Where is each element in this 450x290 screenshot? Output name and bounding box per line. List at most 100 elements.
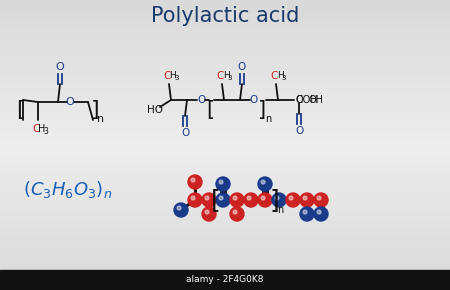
Bar: [0, 33, 450, 34]
Bar: [0, 171, 450, 172]
Bar: [0, 266, 450, 267]
Bar: [0, 128, 450, 129]
Bar: [0, 122, 450, 123]
Bar: [0, 126, 450, 127]
Bar: [0, 88, 450, 89]
Text: H: H: [170, 72, 176, 81]
Bar: [0, 158, 450, 159]
Bar: [0, 223, 450, 224]
Text: H: H: [277, 72, 284, 81]
Circle shape: [188, 175, 202, 189]
Bar: [0, 23, 450, 24]
Bar: [0, 201, 450, 202]
Text: O: O: [197, 95, 205, 105]
Bar: [0, 183, 450, 184]
Circle shape: [174, 203, 188, 217]
Bar: [0, 81, 450, 82]
Circle shape: [216, 193, 230, 207]
Bar: [0, 190, 450, 191]
Bar: [0, 280, 450, 281]
Bar: [0, 243, 450, 244]
Bar: [0, 17, 450, 18]
Circle shape: [303, 210, 307, 214]
Bar: [0, 97, 450, 98]
Bar: [0, 230, 450, 231]
Bar: [0, 234, 450, 235]
Bar: [0, 135, 450, 136]
Bar: [0, 258, 450, 259]
Bar: [0, 259, 450, 260]
Bar: [0, 192, 450, 193]
Bar: [0, 141, 450, 142]
Circle shape: [205, 210, 209, 214]
Bar: [0, 63, 450, 64]
Bar: [0, 263, 450, 264]
Bar: [0, 123, 450, 124]
Bar: [0, 131, 450, 132]
Bar: [0, 210, 450, 211]
Bar: [0, 85, 450, 86]
Bar: [0, 255, 450, 256]
Bar: [0, 13, 450, 14]
Bar: [0, 145, 450, 146]
Text: OOH: OOH: [296, 95, 318, 105]
Bar: [0, 197, 450, 198]
Bar: [0, 225, 450, 226]
Text: n: n: [98, 114, 104, 124]
Bar: [0, 26, 450, 27]
Bar: [0, 282, 450, 283]
Circle shape: [188, 193, 202, 207]
Bar: [0, 154, 450, 155]
Circle shape: [317, 196, 321, 200]
Bar: [0, 164, 450, 165]
Bar: [0, 79, 450, 80]
Bar: [0, 80, 450, 81]
Bar: [0, 116, 450, 117]
Bar: [0, 165, 450, 166]
Bar: [0, 0, 450, 1]
Bar: [0, 70, 450, 71]
Bar: [0, 115, 450, 116]
Bar: [0, 244, 450, 245]
Bar: [0, 216, 450, 217]
Bar: [0, 187, 450, 188]
Bar: [0, 142, 450, 143]
Bar: [0, 103, 450, 104]
Bar: [0, 269, 450, 270]
Bar: [0, 247, 450, 248]
Bar: [0, 102, 450, 103]
Text: $(C_3H_6O_3)_n$: $(C_3H_6O_3)_n$: [23, 180, 112, 200]
Bar: [0, 287, 450, 288]
Bar: [0, 36, 450, 37]
Bar: [0, 117, 450, 118]
Bar: [0, 178, 450, 179]
Bar: [0, 98, 450, 99]
Bar: [0, 110, 450, 111]
Bar: [0, 124, 450, 125]
Bar: [0, 248, 450, 249]
Bar: [0, 166, 450, 167]
Bar: [0, 87, 450, 88]
Bar: [0, 24, 450, 25]
Bar: [0, 106, 450, 107]
Text: O: O: [250, 95, 258, 105]
Bar: [0, 100, 450, 101]
Bar: [0, 62, 450, 63]
Bar: [0, 84, 450, 85]
Bar: [0, 121, 450, 122]
Bar: [0, 200, 450, 201]
Bar: [0, 86, 450, 87]
Bar: [0, 159, 450, 160]
Bar: [0, 1, 450, 2]
Bar: [0, 72, 450, 73]
Text: ]: ]: [91, 100, 99, 120]
Bar: [0, 257, 450, 258]
Bar: [0, 138, 450, 139]
Bar: [0, 188, 450, 189]
Bar: [0, 53, 450, 54]
Bar: [0, 271, 450, 272]
Bar: [0, 209, 450, 210]
Circle shape: [233, 210, 237, 214]
Bar: [0, 28, 450, 29]
Circle shape: [258, 177, 272, 191]
